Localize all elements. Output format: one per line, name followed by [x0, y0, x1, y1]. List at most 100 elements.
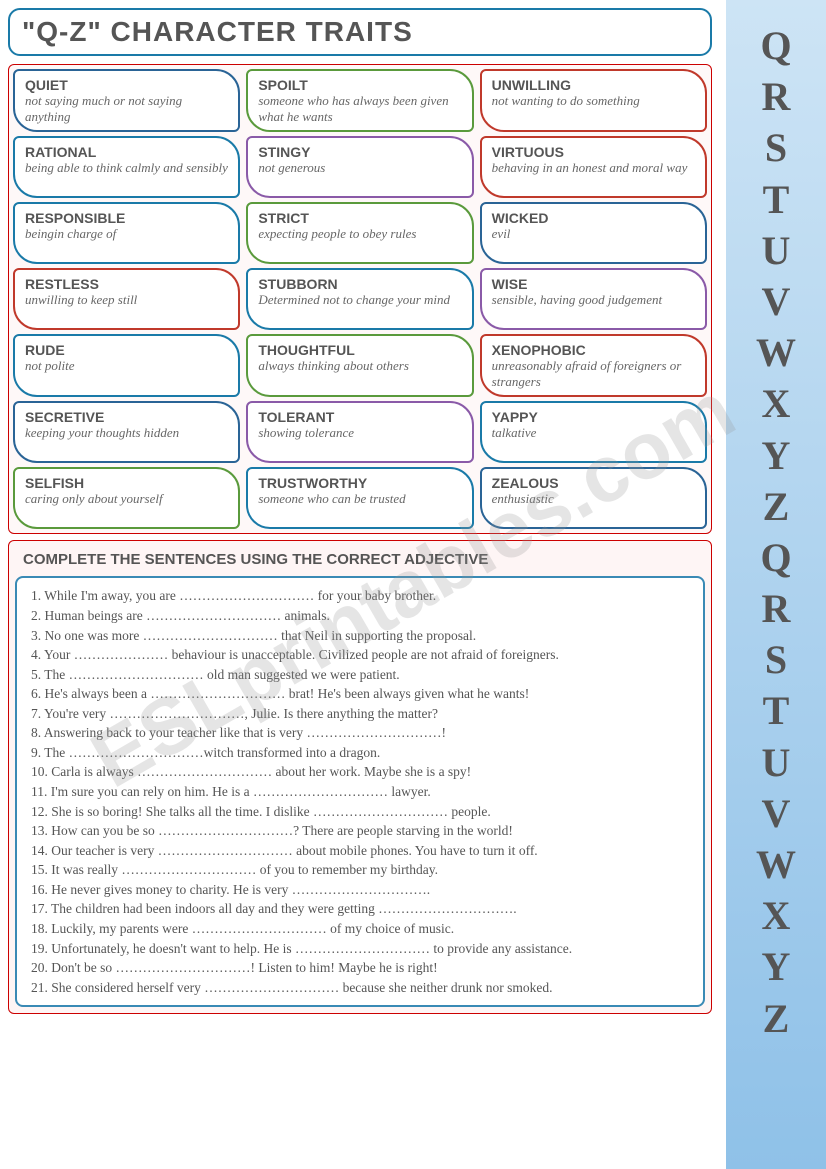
exercise-sentence: 20. Don't be so …………………………! Listen to hi… [31, 958, 689, 978]
exercise-sentence: 7. You're very …………………………, Julie. Is the… [31, 704, 689, 724]
trait-definition: sensible, having good judgement [492, 292, 695, 308]
alphabet-sidebar: QRSTUVWXYZQRSTUVWXYZ [726, 0, 826, 1169]
trait-definition: not polite [25, 358, 228, 374]
trait-card: RUDEnot polite [13, 334, 240, 397]
trait-definition: enthusiastic [492, 491, 695, 507]
trait-card: YAPPYtalkative [480, 401, 707, 463]
trait-card: SELFISHcaring only about yourself [13, 467, 240, 529]
trait-definition: behaving in an honest and moral way [492, 160, 695, 176]
trait-word: QUIET [25, 77, 228, 93]
trait-word: ZEALOUS [492, 475, 695, 491]
sidebar-letter: X [726, 378, 826, 429]
sidebar-letter: V [726, 276, 826, 327]
exercise-sentence: 8. Answering back to your teacher like t… [31, 723, 689, 743]
trait-card: TRUSTWORTHYsomeone who can be trusted [246, 467, 473, 529]
trait-definition: being able to think calmly and sensibly [25, 160, 228, 176]
exercise-sentence: 3. No one was more ………………………… that Neil … [31, 626, 689, 646]
traits-container: QUIETnot saying much or not saying anyth… [8, 64, 712, 534]
trait-card: THOUGHTFULalways thinking about others [246, 334, 473, 397]
exercise-sentence: 6. He's always been a ………………………… brat! H… [31, 684, 689, 704]
exercise-sentence: 21. She considered herself very ……………………… [31, 978, 689, 998]
sidebar-letter: S [726, 122, 826, 173]
trait-card: UNWILLINGnot wanting to do something [480, 69, 707, 132]
trait-definition: talkative [492, 425, 695, 441]
sentences-box: 1. While I'm away, you are ………………………… fo… [15, 576, 705, 1007]
trait-word: UNWILLING [492, 77, 695, 93]
trait-word: SELFISH [25, 475, 228, 491]
sidebar-letter: Z [726, 993, 826, 1044]
trait-word: TRUSTWORTHY [258, 475, 461, 491]
trait-card: STUBBORNDetermined not to change your mi… [246, 268, 473, 330]
sidebar-letter: U [726, 225, 826, 276]
exercise-sentence: 4. Your ………………… behaviour is unacceptabl… [31, 645, 689, 665]
sidebar-letter: R [726, 71, 826, 122]
title-container: "Q-Z" CHARACTER TRAITS [8, 8, 712, 56]
trait-card: SPOILTsomeone who has always been given … [246, 69, 473, 132]
sidebar-letter: X [726, 890, 826, 941]
trait-definition: someone who has always been given what h… [258, 93, 461, 124]
trait-definition: always thinking about others [258, 358, 461, 374]
exercise-sentence: 11. I'm sure you can rely on him. He is … [31, 782, 689, 802]
sidebar-letter: R [726, 583, 826, 634]
trait-definition: caring only about yourself [25, 491, 228, 507]
trait-word: YAPPY [492, 409, 695, 425]
exercise-sentence: 19. Unfortunately, he doesn't want to he… [31, 939, 689, 959]
sidebar-letter: U [726, 737, 826, 788]
trait-card: RESTLESSunwilling to keep still [13, 268, 240, 330]
trait-word: RUDE [25, 342, 228, 358]
trait-word: WICKED [492, 210, 695, 226]
trait-card: RESPONSIBLEbeingin charge of [13, 202, 240, 264]
trait-card: ZEALOUSenthusiastic [480, 467, 707, 529]
trait-word: STINGY [258, 144, 461, 160]
exercise-sentence: 14. Our teacher is very ………………………… about… [31, 841, 689, 861]
trait-definition: not wanting to do something [492, 93, 695, 109]
trait-card: XENOPHOBICunreasonably afraid of foreign… [480, 334, 707, 397]
trait-definition: not generous [258, 160, 461, 176]
sidebar-letter: S [726, 634, 826, 685]
sidebar-letter: T [726, 174, 826, 225]
trait-word: STRICT [258, 210, 461, 226]
exercise-container: COMPLETE THE SENTENCES USING THE CORRECT… [8, 540, 712, 1014]
trait-word: SPOILT [258, 77, 461, 93]
exercise-sentence: 9. The …………………………witch transformed into … [31, 743, 689, 763]
exercise-sentence: 16. He never gives money to charity. He … [31, 880, 689, 900]
exercise-heading: COMPLETE THE SENTENCES USING THE CORRECT… [15, 547, 705, 572]
sidebar-letter: T [726, 685, 826, 736]
trait-word: XENOPHOBIC [492, 342, 695, 358]
exercise-sentence: 13. How can you be so …………………………? There … [31, 821, 689, 841]
sidebar-letter: Y [726, 941, 826, 992]
trait-definition: unreasonably afraid of foreigners or str… [492, 358, 695, 389]
exercise-sentence: 18. Luckily, my parents were ………………………… … [31, 919, 689, 939]
trait-word: SECRETIVE [25, 409, 228, 425]
trait-definition: expecting people to obey rules [258, 226, 461, 242]
exercise-sentence: 15. It was really ………………………… of you to r… [31, 860, 689, 880]
trait-word: STUBBORN [258, 276, 461, 292]
sidebar-letter: W [726, 839, 826, 890]
sidebar-letter: Q [726, 20, 826, 71]
exercise-sentence: 2. Human beings are ………………………… animals. [31, 606, 689, 626]
trait-card: RATIONALbeing able to think calmly and s… [13, 136, 240, 198]
sidebar-letter: W [726, 327, 826, 378]
trait-card: QUIETnot saying much or not saying anyth… [13, 69, 240, 132]
trait-card: STRICTexpecting people to obey rules [246, 202, 473, 264]
trait-word: RESTLESS [25, 276, 228, 292]
trait-word: VIRTUOUS [492, 144, 695, 160]
sidebar-letter: Q [726, 532, 826, 583]
trait-card: WICKEDevil [480, 202, 707, 264]
trait-definition: Determined not to change your mind [258, 292, 461, 308]
trait-definition: keeping your thoughts hidden [25, 425, 228, 441]
trait-card: VIRTUOUSbehaving in an honest and moral … [480, 136, 707, 198]
exercise-sentence: 12. She is so boring! She talks all the … [31, 802, 689, 822]
trait-definition: not saying much or not saying anything [25, 93, 228, 124]
exercise-sentence: 10. Carla is always ………………………… about her… [31, 762, 689, 782]
trait-definition: unwilling to keep still [25, 292, 228, 308]
trait-word: WISE [492, 276, 695, 292]
trait-definition: evil [492, 226, 695, 242]
exercise-sentence: 5. The ………………………… old man suggested we w… [31, 665, 689, 685]
trait-word: TOLERANT [258, 409, 461, 425]
trait-word: RATIONAL [25, 144, 228, 160]
trait-definition: beingin charge of [25, 226, 228, 242]
trait-card: TOLERANTshowing tolerance [246, 401, 473, 463]
exercise-sentence: 1. While I'm away, you are ………………………… fo… [31, 586, 689, 606]
trait-definition: someone who can be trusted [258, 491, 461, 507]
